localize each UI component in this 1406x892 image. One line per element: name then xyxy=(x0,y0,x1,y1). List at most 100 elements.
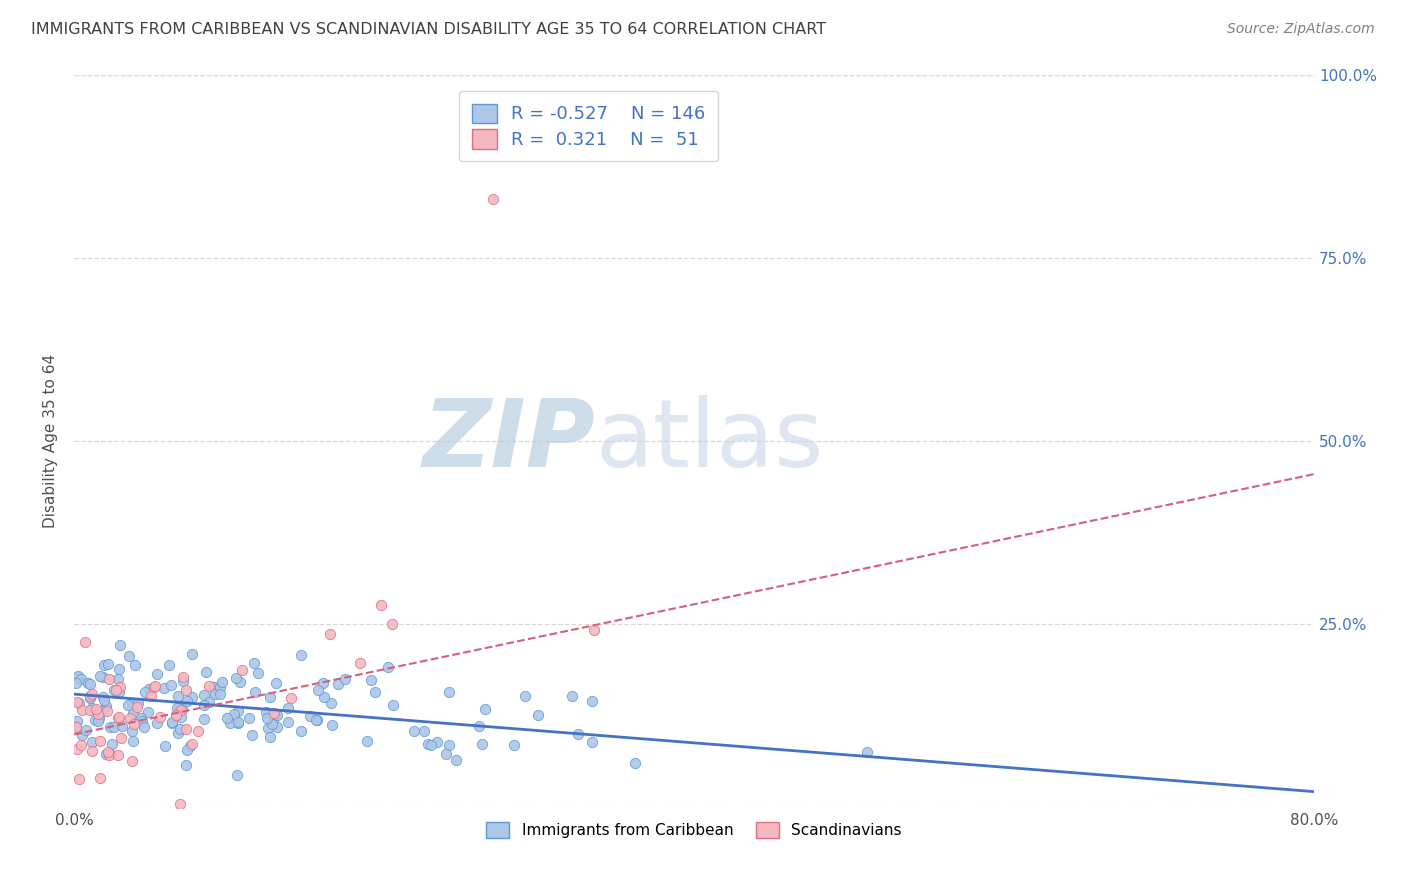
Point xyxy=(222,707,245,722)
Point xyxy=(467,719,489,733)
Point xyxy=(381,617,404,632)
Point xyxy=(259,690,281,704)
Point xyxy=(172,670,194,684)
Point xyxy=(97,745,120,759)
Point xyxy=(299,709,322,723)
Point xyxy=(263,706,285,721)
Point xyxy=(153,681,176,695)
Point xyxy=(107,710,129,724)
Point xyxy=(65,718,87,732)
Point xyxy=(107,672,129,686)
Point xyxy=(167,689,190,703)
Point xyxy=(80,701,103,715)
Point xyxy=(108,662,131,676)
Point xyxy=(180,737,202,751)
Point xyxy=(266,708,288,723)
Point xyxy=(134,684,156,698)
Point xyxy=(226,714,249,729)
Point xyxy=(169,722,191,736)
Point xyxy=(180,647,202,661)
Point xyxy=(321,696,343,710)
Point xyxy=(89,771,111,785)
Point xyxy=(98,747,121,762)
Point xyxy=(209,687,232,701)
Point xyxy=(75,723,97,738)
Point xyxy=(503,738,526,752)
Point xyxy=(280,691,302,706)
Point xyxy=(402,723,425,738)
Point xyxy=(107,747,129,762)
Point xyxy=(187,724,209,739)
Point xyxy=(160,715,183,730)
Point xyxy=(243,657,266,671)
Text: Source: ZipAtlas.com: Source: ZipAtlas.com xyxy=(1227,22,1375,37)
Point xyxy=(84,702,107,716)
Point xyxy=(215,710,238,724)
Point xyxy=(67,772,90,786)
Point xyxy=(169,703,191,717)
Point xyxy=(193,698,215,712)
Point xyxy=(259,730,281,744)
Point xyxy=(179,739,201,754)
Point xyxy=(110,638,132,652)
Point xyxy=(101,738,124,752)
Point xyxy=(204,687,226,701)
Point xyxy=(110,731,132,746)
Point xyxy=(98,720,121,734)
Point xyxy=(364,684,387,698)
Point xyxy=(260,717,283,731)
Point xyxy=(153,739,176,753)
Point xyxy=(290,724,312,739)
Point xyxy=(122,734,145,748)
Point xyxy=(93,658,115,673)
Point xyxy=(370,599,392,613)
Point xyxy=(67,696,90,710)
Point xyxy=(127,696,149,710)
Point xyxy=(87,714,110,728)
Point xyxy=(381,698,404,712)
Point xyxy=(305,713,328,727)
Point xyxy=(134,720,156,734)
Point xyxy=(138,681,160,696)
Point xyxy=(420,738,443,752)
Point xyxy=(148,710,170,724)
Point xyxy=(167,726,190,740)
Point xyxy=(349,657,371,671)
Point xyxy=(474,702,496,716)
Point xyxy=(360,673,382,687)
Point xyxy=(437,684,460,698)
Point xyxy=(73,634,96,648)
Point xyxy=(97,657,120,672)
Point xyxy=(471,737,494,751)
Point xyxy=(290,648,312,662)
Point xyxy=(226,768,249,782)
Point xyxy=(174,722,197,736)
Point xyxy=(567,727,589,741)
Point xyxy=(110,680,132,694)
Point xyxy=(169,797,191,811)
Point xyxy=(66,669,89,683)
Point xyxy=(319,627,342,641)
Point xyxy=(91,690,114,704)
Point xyxy=(176,694,198,708)
Point xyxy=(89,733,111,747)
Point xyxy=(87,706,110,721)
Point xyxy=(124,658,146,673)
Point xyxy=(561,690,583,704)
Point xyxy=(105,683,128,698)
Point xyxy=(103,720,125,734)
Point xyxy=(80,744,103,758)
Point xyxy=(82,687,104,701)
Point xyxy=(98,672,121,686)
Point xyxy=(446,754,468,768)
Point xyxy=(70,738,93,752)
Point xyxy=(202,680,225,694)
Point xyxy=(226,704,249,718)
Point xyxy=(121,755,143,769)
Point xyxy=(582,623,605,637)
Point xyxy=(91,670,114,684)
Point xyxy=(277,701,299,715)
Point xyxy=(377,660,399,674)
Text: atlas: atlas xyxy=(595,395,823,487)
Point xyxy=(176,743,198,757)
